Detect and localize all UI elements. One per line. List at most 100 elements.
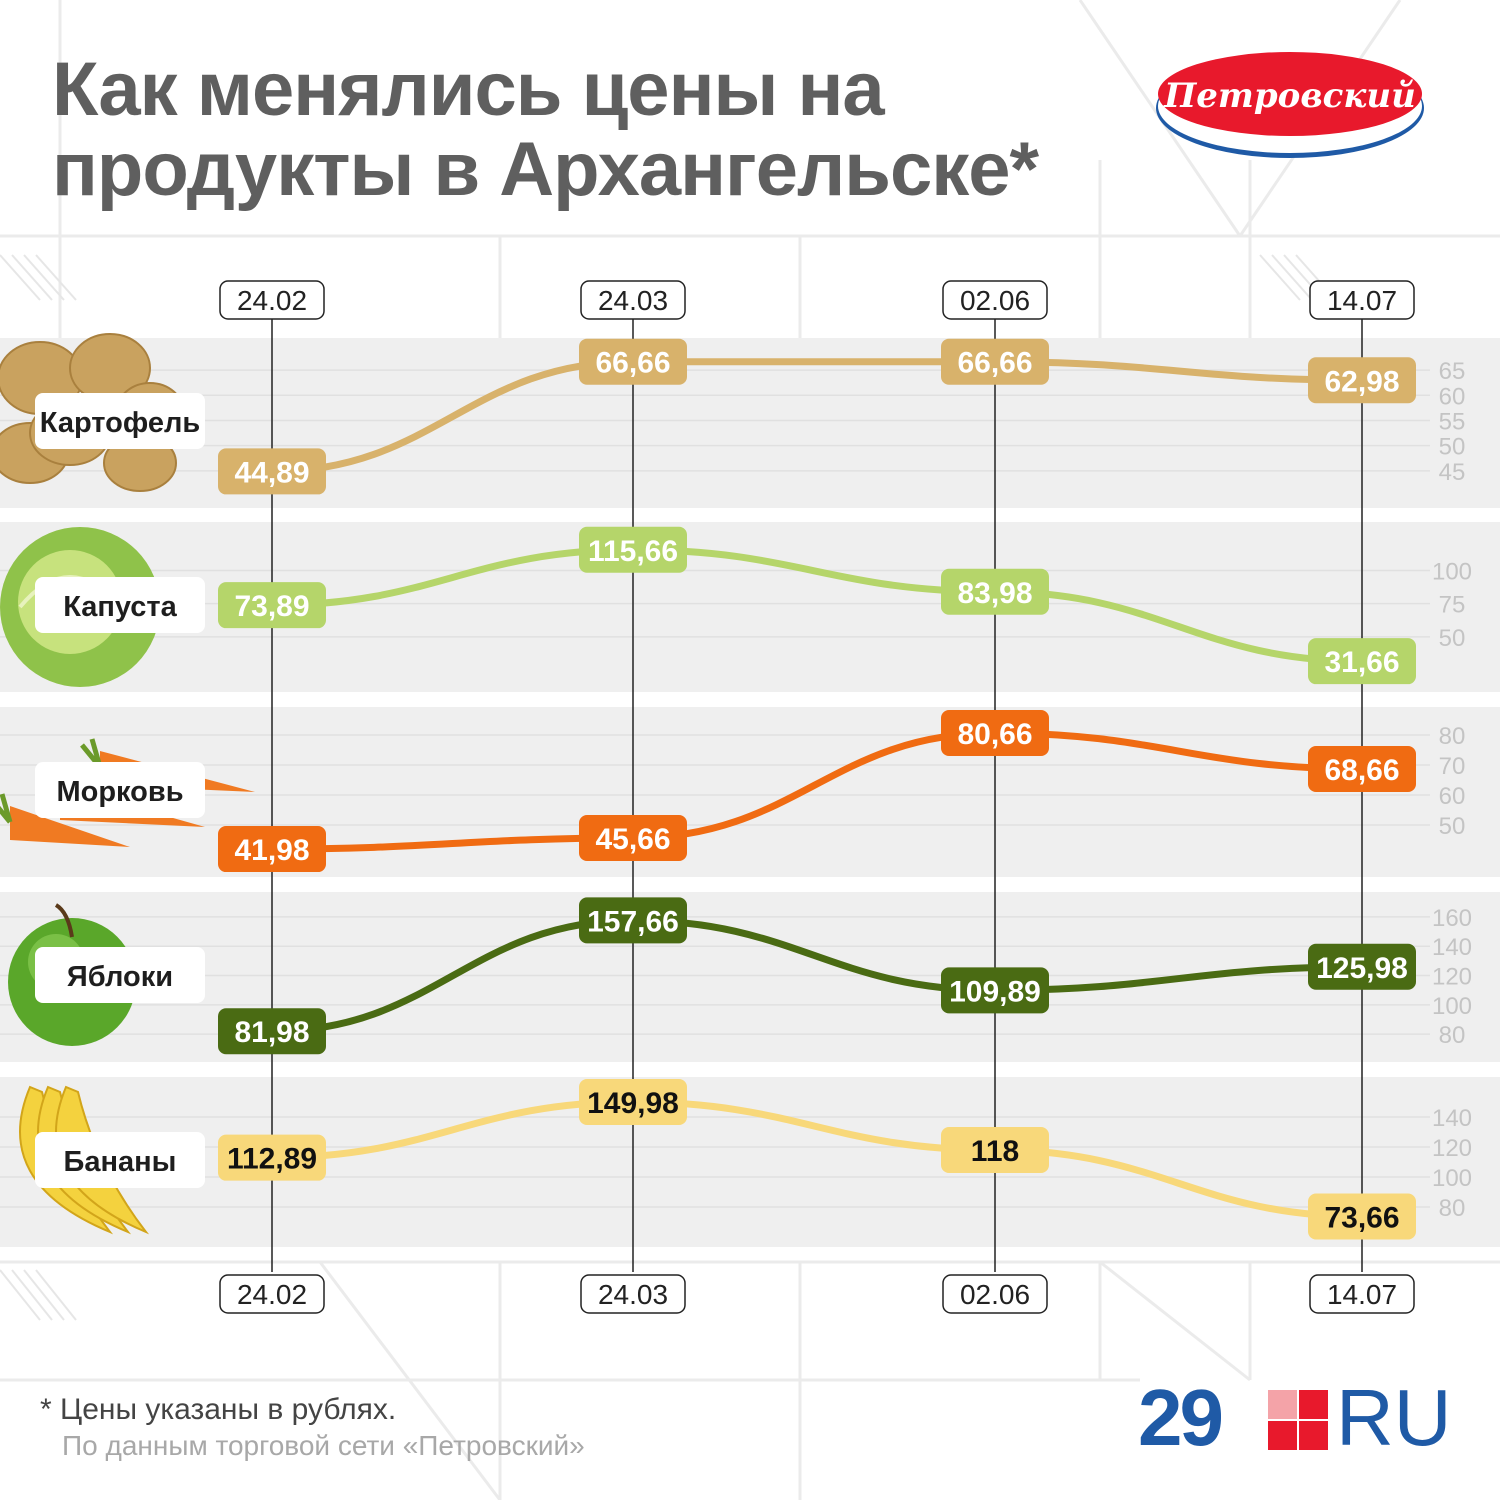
data-label-text: 66,66 [595, 347, 670, 380]
date-box [219, 280, 325, 320]
data-label-box [1308, 357, 1416, 404]
date-box [219, 1274, 325, 1314]
data-label: 45,66 [579, 815, 687, 862]
y-tick-label: 60 [1439, 383, 1466, 410]
y-tick-label: 80 [1439, 723, 1466, 750]
data-label-box [941, 1127, 1049, 1173]
date-label: 02.06 [960, 1279, 1030, 1310]
data-label-text: 149,98 [587, 1087, 679, 1120]
series-line [268, 358, 1366, 475]
data-label-text: 80,66 [957, 718, 1032, 751]
data-label-box [579, 338, 687, 385]
data-label-box [579, 526, 687, 573]
data-label: 115,66 [579, 526, 687, 573]
data-label: 68,66 [1308, 746, 1416, 793]
y-tick-label: 75 [1439, 592, 1466, 619]
y-tick-label: 70 [1439, 753, 1466, 780]
data-label-box [579, 815, 687, 862]
y-tick-label: 65 [1439, 358, 1466, 385]
data-label-box [1308, 943, 1416, 990]
data-label-text: 118 [971, 1135, 1019, 1168]
data-label: 44,89 [218, 448, 326, 495]
data-label-text: 157,66 [587, 905, 679, 938]
date-label: 02.06 [960, 285, 1030, 316]
y-tick-label: 100 [1432, 559, 1472, 586]
data-label-box [218, 448, 326, 495]
data-label: 109,89 [941, 967, 1049, 1014]
data-label-text: 62,98 [1324, 365, 1399, 398]
series-line [268, 546, 1366, 665]
data-label-text: 44,89 [234, 456, 309, 489]
series-line [268, 729, 1366, 853]
title-line-1: Как менялись цены на [52, 47, 885, 132]
date-label: 14.07 [1327, 1279, 1397, 1310]
data-label: 118 [941, 1127, 1049, 1173]
data-label-box [941, 710, 1049, 757]
data-label: 83,98 [941, 568, 1049, 615]
page-title: Как менялись цены на продукты в Архангел… [52, 47, 1039, 210]
data-label: 125,98 [1308, 943, 1416, 990]
data-label: 41,98 [218, 826, 326, 873]
product-name-box [35, 762, 205, 818]
product-name: Яблоки [67, 961, 173, 993]
product-name-box [35, 393, 205, 449]
data-label: 80,66 [941, 710, 1049, 757]
y-tick-label: 50 [1439, 625, 1466, 652]
series-line [268, 916, 1366, 1035]
source-note: По данным торговой сети «Петровский» [62, 1430, 585, 1461]
y-tick-label: 80 [1439, 1195, 1466, 1222]
y-tick-label: 120 [1432, 964, 1472, 991]
y-tick-label: 55 [1439, 408, 1466, 435]
y-tick-label: 80 [1439, 1022, 1466, 1049]
y-tick-label: 100 [1432, 993, 1472, 1020]
data-label-box [1308, 746, 1416, 793]
y-tick-label: 45 [1439, 459, 1466, 486]
y-tick-label: 50 [1439, 813, 1466, 840]
data-label-box [218, 1134, 326, 1181]
data-label-box [218, 826, 326, 873]
y-tick-label: 160 [1432, 905, 1472, 932]
data-label: 62,98 [1308, 357, 1416, 404]
product-name-box [35, 947, 205, 1003]
data-label-box [941, 568, 1049, 615]
data-label-text: 81,98 [234, 1016, 309, 1049]
petrovsky-logo: Петровский [1156, 52, 1424, 158]
product-name: Бананы [64, 1146, 177, 1178]
product-name-tag: Морковь [35, 762, 205, 818]
product-name-box [35, 577, 205, 633]
y-tick-label: 60 [1439, 783, 1466, 810]
brand-suffix: RU [1336, 1373, 1452, 1462]
data-label-text: 31,66 [1324, 646, 1399, 679]
data-label: 157,66 [579, 897, 687, 944]
date-box [580, 280, 686, 320]
date-label: 24.03 [598, 1279, 668, 1310]
data-label: 66,66 [579, 338, 687, 385]
data-label-text: 125,98 [1316, 952, 1408, 985]
y-tick-label: 120 [1432, 1135, 1472, 1162]
series-line [268, 1098, 1366, 1221]
y-tick-label: 140 [1432, 934, 1472, 961]
footnote: * Цены указаны в рублях. [40, 1393, 397, 1426]
product-name-tag: Бананы [35, 1132, 205, 1188]
date-label: 24.02 [237, 285, 307, 316]
data-label: 31,66 [1308, 638, 1416, 685]
brand-square-icon [1268, 1390, 1328, 1450]
data-label-text: 112,89 [227, 1143, 317, 1176]
product-name: Картофель [40, 407, 200, 439]
date-box [942, 1274, 1048, 1314]
data-label-text: 66,66 [957, 347, 1032, 380]
data-label-text: 41,98 [234, 834, 309, 867]
data-label-box [579, 1079, 687, 1126]
data-label-box [1308, 1193, 1416, 1240]
date-box [580, 1274, 686, 1314]
data-label-box [218, 1008, 326, 1055]
product-name-box [35, 1132, 205, 1188]
product-name-tag: Яблоки [35, 947, 205, 1003]
date-box [1309, 1274, 1415, 1314]
brand-number: 29 [1138, 1373, 1224, 1462]
y-tick-label: 100 [1432, 1165, 1472, 1192]
date-label: 24.03 [598, 285, 668, 316]
data-label-box [579, 897, 687, 944]
data-label: 66,66 [941, 338, 1049, 385]
